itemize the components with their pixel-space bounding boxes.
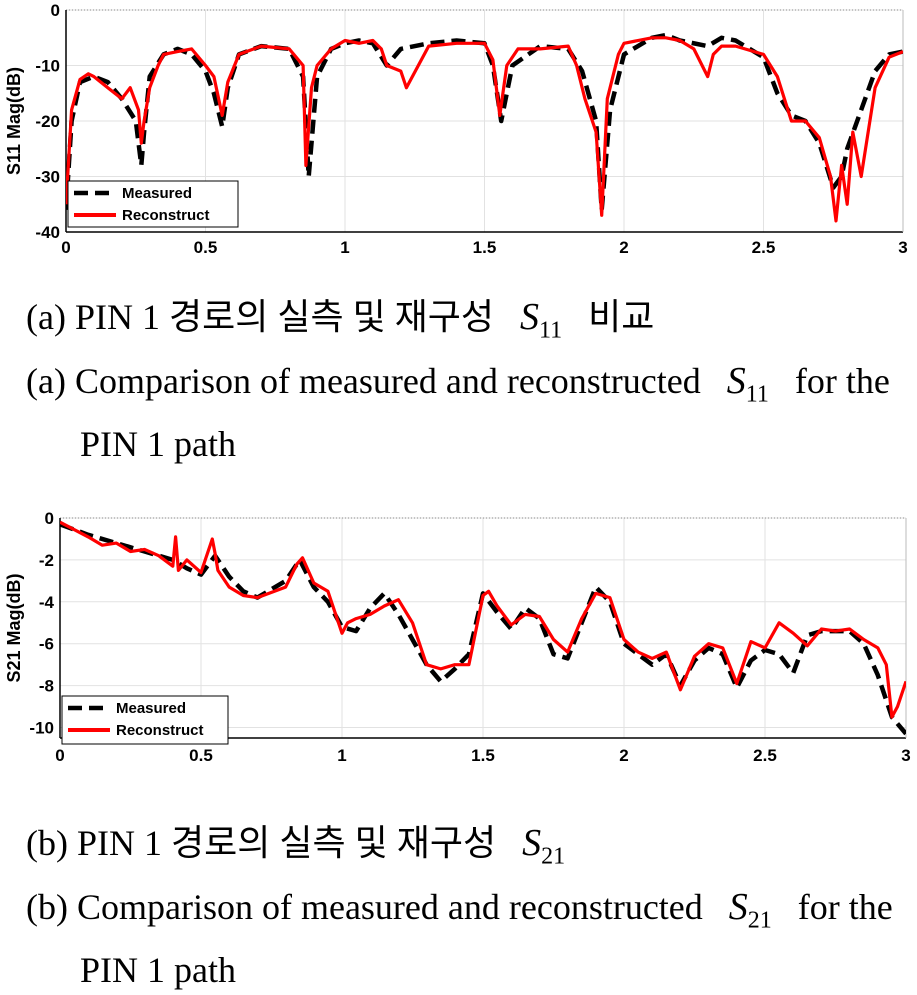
caption-a-korean-suffix: 비교 bbox=[588, 297, 655, 337]
y-tick-label: -8 bbox=[39, 677, 54, 696]
caption-a-english-1: (a) Comparison of measured and reconstru… bbox=[26, 356, 901, 420]
caption-a-korean-symbol: S11 bbox=[520, 296, 563, 344]
caption-b-english-2: PIN 1 path bbox=[80, 950, 236, 991]
legend-label: Measured bbox=[122, 185, 192, 202]
x-tick-label: 3 bbox=[901, 746, 910, 765]
x-tick-label: 1.5 bbox=[473, 238, 497, 257]
caption-b-english-1: (b) Comparison of measured and reconstru… bbox=[26, 882, 901, 946]
y-tick-label: -10 bbox=[35, 57, 60, 76]
legend-box bbox=[67, 180, 239, 228]
x-tick-label: 0.5 bbox=[189, 746, 213, 765]
legend: Measured Reconstruct bbox=[67, 180, 239, 228]
y-tick-label: -6 bbox=[39, 635, 54, 654]
legend-box bbox=[61, 695, 229, 745]
x-tick-label: 0 bbox=[61, 238, 70, 257]
y-tick-label: 0 bbox=[45, 509, 54, 528]
s21-plot: 0 0.5 1 1.5 2 2.5 3 0 -2 -4 -6 -8 -10 S21 Mag(dB) Meas… bbox=[4, 509, 911, 765]
y-tick-label: -2 bbox=[39, 551, 54, 570]
x-tick-label: 2.5 bbox=[752, 238, 776, 257]
chart-s11: 0 0.5 1 1.5 2 2.5 3 0 -10 -20 -30 -40 S11 Mag(dB) Mea… bbox=[0, 0, 917, 262]
x-tick-label: 2 bbox=[619, 238, 628, 257]
caption-b-korean-symbol: S21 bbox=[522, 822, 566, 870]
caption-a: (a) PIN 1 경로의 실측 및 재구성 S11 비교 (a) Compar… bbox=[26, 292, 901, 469]
x-tick-label: 1 bbox=[340, 238, 349, 257]
y-tick-label: -30 bbox=[35, 168, 60, 187]
y-axis-label: S11 Mag(dB) bbox=[4, 67, 24, 175]
caption-a-english-2: PIN 1 path bbox=[80, 424, 236, 465]
caption-a-english-suffix: for the bbox=[794, 360, 890, 401]
chart-s21: 0 0.5 1 1.5 2 2.5 3 0 -2 -4 -6 -8 -10 S21 Mag(dB) Meas… bbox=[0, 500, 917, 780]
x-tick-label: 3 bbox=[898, 238, 907, 257]
x-tick-label: 0.5 bbox=[194, 238, 218, 257]
x-tick-label: 0 bbox=[55, 746, 64, 765]
legend-label: Measured bbox=[116, 700, 186, 717]
x-tick-label: 1 bbox=[337, 746, 346, 765]
caption-a-korean-text: (a) PIN 1 경로의 실측 및 재구성 bbox=[26, 297, 495, 337]
caption-b-korean-text: (b) PIN 1 경로의 실측 및 재구성 bbox=[26, 823, 497, 863]
x-tick-label: 2.5 bbox=[753, 746, 777, 765]
y-tick-label: -4 bbox=[39, 593, 55, 612]
caption-b-english-suffix: for the bbox=[797, 886, 893, 927]
caption-a-korean: (a) PIN 1 경로의 실측 및 재구성 S11 비교 bbox=[26, 292, 901, 356]
caption-b-english-symbol: S21 bbox=[728, 885, 772, 934]
x-tick-label: 1.5 bbox=[471, 746, 495, 765]
x-tick-label: 2 bbox=[619, 746, 628, 765]
y-tick-label: -20 bbox=[35, 112, 60, 131]
y-axis-label: S21 Mag(dB) bbox=[4, 573, 24, 682]
caption-a-english-symbol: S11 bbox=[726, 359, 769, 408]
caption-a-english-text: (a) Comparison of measured and reconstru… bbox=[26, 360, 701, 401]
caption-b-korean: (b) PIN 1 경로의 실측 및 재구성 S21 bbox=[26, 818, 901, 882]
legend-label: Reconstruct bbox=[116, 722, 204, 739]
series-line-reconstruct bbox=[66, 36, 903, 223]
series-line-reconstruct bbox=[60, 520, 906, 719]
caption-b-english-text: (b) Comparison of measured and reconstru… bbox=[26, 886, 703, 927]
y-tick-label: -40 bbox=[35, 223, 60, 242]
series-line-measured bbox=[60, 522, 906, 736]
y-tick-label: 0 bbox=[51, 1, 60, 20]
caption-b: (b) PIN 1 경로의 실측 및 재구성 S21 (b) Compariso… bbox=[26, 818, 901, 995]
legend-label: Reconstruct bbox=[122, 207, 210, 224]
y-tick-label: -10 bbox=[29, 719, 54, 738]
legend: Measured Reconstruct bbox=[61, 695, 229, 745]
s11-plot: 0 0.5 1 1.5 2 2.5 3 0 -10 -20 -30 -40 S11 Mag(dB) Mea… bbox=[4, 1, 908, 257]
